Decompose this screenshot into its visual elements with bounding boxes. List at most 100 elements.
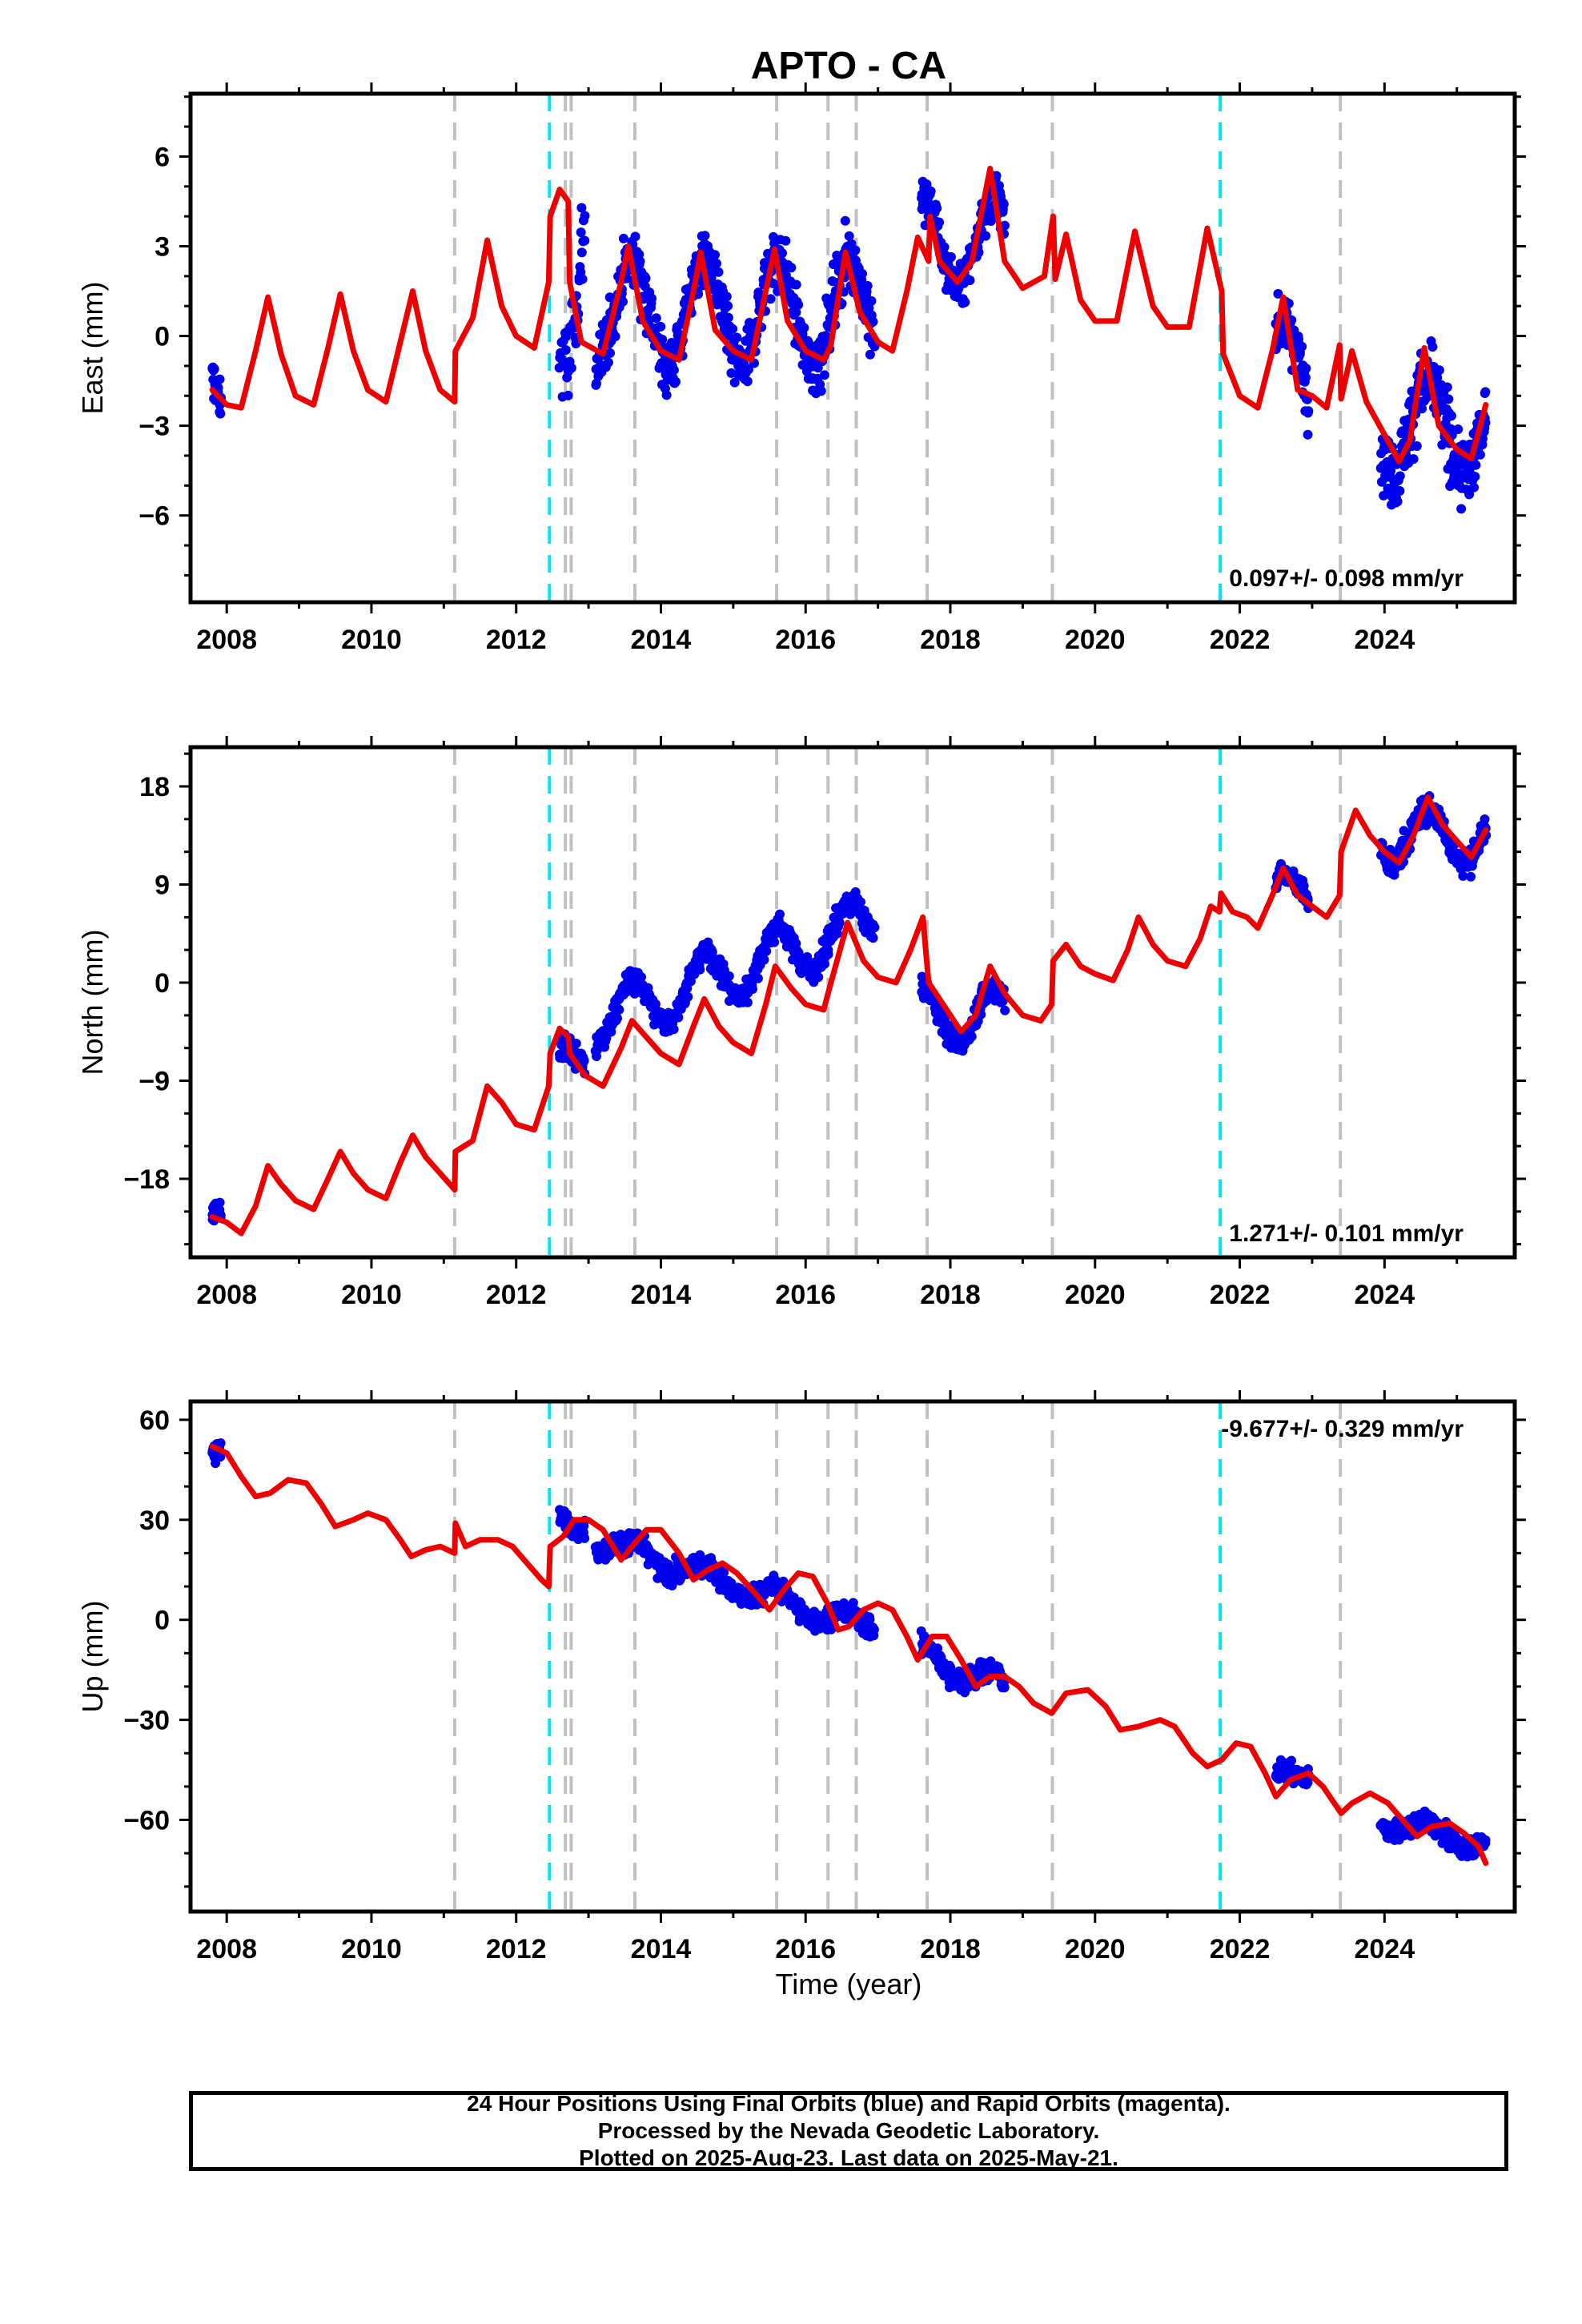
x-tick-label: 2016	[775, 1280, 836, 1310]
data-point	[1297, 341, 1307, 352]
data-point	[657, 334, 668, 344]
figure-title: APTO - CA	[751, 45, 946, 87]
data-point	[786, 263, 797, 273]
data-point	[707, 947, 717, 957]
data-point	[748, 984, 757, 994]
data-point	[566, 363, 576, 373]
data-point	[813, 972, 824, 983]
y-tick-label: −6	[139, 501, 170, 532]
data-point	[1303, 429, 1313, 440]
data-point	[857, 268, 867, 279]
footer-line-1: 24 Hour Positions Using Final Orbits (bl…	[467, 2091, 1231, 2116]
data-point	[1427, 342, 1438, 352]
plot-frame	[188, 1399, 1517, 1914]
data-point	[998, 199, 1009, 209]
data-point	[823, 949, 833, 959]
data-point	[215, 374, 225, 384]
x-tick-label: 2008	[196, 1934, 257, 1964]
y-tick-label: −18	[123, 1164, 170, 1195]
data-point	[610, 332, 620, 342]
data-point	[563, 390, 573, 400]
data-point	[669, 365, 679, 376]
data-point	[866, 296, 877, 306]
data-point	[777, 248, 787, 259]
plot-frame	[188, 745, 1517, 1260]
data-point	[1273, 288, 1283, 299]
data-point	[742, 997, 753, 1007]
data-point	[618, 233, 628, 243]
x-tick-label: 2008	[196, 625, 257, 655]
y-axis-label: North (mm)	[76, 930, 109, 1076]
data-point	[862, 280, 873, 291]
data-point	[1432, 372, 1443, 383]
data-point	[775, 909, 785, 919]
x-tick-label: 2008	[196, 1280, 257, 1310]
data-point	[215, 408, 226, 419]
data-point	[724, 971, 734, 981]
data-point	[765, 294, 776, 304]
data-point	[1386, 466, 1395, 476]
data-point	[759, 955, 769, 965]
data-point	[618, 296, 628, 307]
y-axis-label: East (mm)	[76, 282, 109, 415]
data-point	[571, 1039, 581, 1048]
rate-annotation: 1.271+/- 0.101 mm/yr	[1229, 1220, 1464, 1247]
data-point	[728, 324, 738, 334]
y-tick-label: 18	[139, 772, 170, 802]
x-tick-label: 2024	[1354, 1280, 1415, 1310]
data-point	[1411, 441, 1422, 451]
x-tick-label: 2022	[1210, 1934, 1271, 1964]
data-point	[1287, 1755, 1296, 1766]
data-point	[981, 231, 991, 241]
data-points	[207, 1438, 1491, 1862]
data-point	[1466, 871, 1476, 882]
x-tick-label: 2014	[631, 1280, 692, 1310]
plot-frame	[188, 91, 1517, 605]
data-point	[1453, 424, 1464, 434]
y-tick-label: 60	[139, 1405, 170, 1436]
data-point	[791, 279, 801, 290]
data-point	[576, 227, 586, 238]
y-tick-label: −30	[123, 1706, 170, 1736]
data-point	[579, 1055, 589, 1066]
data-point	[576, 203, 587, 213]
x-tick-label: 2010	[341, 1280, 402, 1310]
x-tick-label: 2018	[920, 1934, 981, 1964]
data-point	[673, 1012, 684, 1023]
data-point	[850, 245, 861, 255]
data-point	[605, 348, 615, 358]
data-point	[1469, 482, 1479, 493]
data-point	[1392, 497, 1403, 507]
data-point	[1395, 486, 1405, 496]
data-point	[1470, 472, 1480, 482]
data-point	[1300, 372, 1311, 383]
data-point	[865, 349, 875, 360]
data-point	[695, 964, 705, 975]
data-point	[1471, 460, 1481, 470]
y-tick-label: 3	[155, 232, 170, 263]
data-point	[753, 287, 764, 298]
data-point	[580, 235, 590, 246]
data-point	[1000, 220, 1010, 231]
data-point	[721, 292, 732, 302]
data-point	[791, 308, 801, 318]
data-point	[840, 215, 850, 226]
x-tick-label: 2024	[1354, 625, 1415, 655]
data-point	[816, 386, 826, 396]
data-point	[215, 1452, 226, 1462]
data-point	[710, 250, 720, 260]
data-point	[802, 951, 813, 962]
data-point	[819, 370, 829, 380]
data-point	[999, 1683, 1010, 1693]
data-point	[819, 959, 829, 969]
data-point	[769, 937, 780, 947]
data-point	[986, 216, 996, 226]
model-fit-line	[209, 165, 1489, 464]
x-tick-label: 2020	[1065, 1934, 1126, 1964]
data-point	[669, 1024, 679, 1035]
rate-annotation: -9.677+/- 0.329 mm/yr	[1221, 1416, 1464, 1442]
data-point	[719, 1567, 729, 1578]
y-tick-label: 0	[155, 968, 170, 999]
data-point	[656, 321, 666, 332]
